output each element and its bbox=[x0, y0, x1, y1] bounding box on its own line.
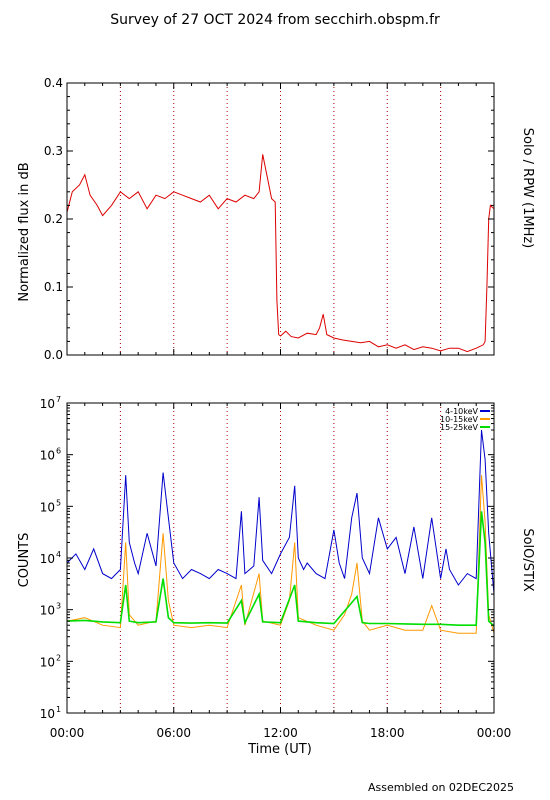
y-tick-label: 10 bbox=[40, 449, 55, 463]
solo-rpw-panel: 0.0 0.1 0.2 0.3 0.4 Normalized flux in dB So… bbox=[17, 76, 535, 362]
y-tick-exponent: 7 bbox=[56, 395, 61, 404]
y-tick-label: 0.1 bbox=[44, 280, 63, 294]
y-tick-exponent: 3 bbox=[56, 602, 61, 611]
y-axis-label: Normalized flux in dB bbox=[17, 162, 32, 301]
y-tick-label: 0.0 bbox=[44, 348, 63, 362]
y-tick-label: 0.2 bbox=[44, 212, 63, 226]
x-tick-label: 00:00 bbox=[50, 726, 85, 740]
legend-label: 10-15keV bbox=[440, 415, 479, 424]
axis-ticks bbox=[66, 82, 495, 356]
y-axis-label: COUNTS bbox=[17, 533, 32, 588]
legend-label: 15-25keV bbox=[440, 423, 479, 432]
stix-15-25kev-line bbox=[66, 511, 495, 627]
y-tick-label: 10 bbox=[40, 500, 55, 514]
x-tick-label: 00:00 bbox=[477, 726, 512, 740]
y-tick-label: 10 bbox=[40, 707, 55, 721]
y-tick-label: 10 bbox=[40, 552, 55, 566]
y-tick-exponent: 1 bbox=[56, 705, 61, 714]
y-tick-exponent: 4 bbox=[56, 550, 61, 559]
y-tick-exponent: 2 bbox=[56, 653, 61, 662]
right-label: Solo / RPW (1MHz) bbox=[520, 128, 535, 249]
x-tick-label: 18:00 bbox=[370, 726, 405, 740]
stix-10-15kev-line bbox=[66, 475, 495, 634]
axis-ticks bbox=[66, 402, 495, 714]
y-tick-exponent: 6 bbox=[56, 447, 61, 456]
y-tick-labels: 0.0 0.1 0.2 0.3 0.4 bbox=[44, 76, 63, 362]
x-tick-labels: 00:00 06:00 12:00 18:00 00:00 bbox=[50, 726, 512, 740]
page-title: Survey of 27 OCT 2024 from secchirh.obsp… bbox=[110, 12, 440, 28]
x-tick-label: 12:00 bbox=[263, 726, 298, 740]
y-tick-label: 0.3 bbox=[44, 144, 63, 158]
y-tick-label: 10 bbox=[40, 397, 55, 411]
y-tick-label: 10 bbox=[40, 604, 55, 618]
footer-text: Assembled on 02DEC2025 bbox=[368, 781, 514, 794]
hour-gridlines bbox=[119, 83, 442, 355]
stix-4-10kev-line bbox=[66, 429, 495, 595]
y-tick-label: 10 bbox=[40, 655, 55, 669]
solo-rpw-series-line bbox=[66, 154, 495, 353]
y-tick-exponent: 5 bbox=[56, 498, 61, 507]
x-tick-label: 06:00 bbox=[156, 726, 191, 740]
legend: 4-10keV 10-15keV 15-25keV bbox=[440, 407, 490, 432]
legend-label: 4-10keV bbox=[445, 407, 478, 416]
x-axis-label: Time (UT) bbox=[247, 742, 312, 757]
y-tick-label: 0.4 bbox=[44, 76, 63, 90]
right-label: SolO/STIX bbox=[520, 528, 535, 591]
